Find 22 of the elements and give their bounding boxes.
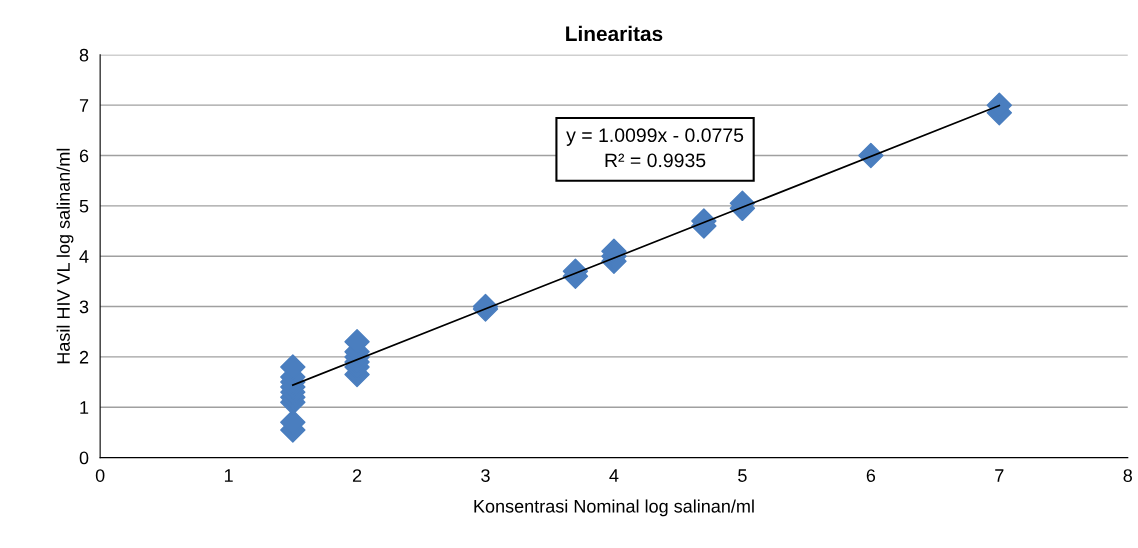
y-tick-label: 4 (79, 250, 89, 263)
x-tick-label: 1 (224, 469, 233, 482)
annotation: y = 1.0099x - 0.0775 R² = 0.9935 (566, 128, 744, 168)
x-tick-label: 8 (1123, 469, 1132, 482)
y-axis-title: Hasil HIV VL log salinan/ml (56, 148, 74, 364)
y-tick-label: 0 (79, 451, 89, 465)
y-tick-label: 3 (79, 300, 89, 314)
x-tick-label: 2 (352, 469, 362, 482)
x-tick-label: 7 (995, 469, 1004, 482)
y-tick-label: 1 (80, 401, 89, 414)
chart-title: Linearitas (566, 25, 663, 42)
x-tick-label: 3 (481, 469, 490, 482)
x-tick-label: 4 (609, 469, 619, 482)
x-axis-title: Konsentrasi Nominal log salinan/ml (474, 499, 754, 517)
x-tick-label: 6 (866, 469, 876, 482)
x-tick-label: 5 (738, 469, 747, 482)
y-tick-label: 8 (79, 48, 89, 62)
y-tick-label: 2 (79, 350, 89, 364)
x-tick-label: 0 (95, 469, 105, 482)
y-tick-label: 6 (79, 149, 89, 163)
y-tick-label: 7 (79, 99, 89, 112)
y-tick-label: 5 (79, 199, 89, 213)
